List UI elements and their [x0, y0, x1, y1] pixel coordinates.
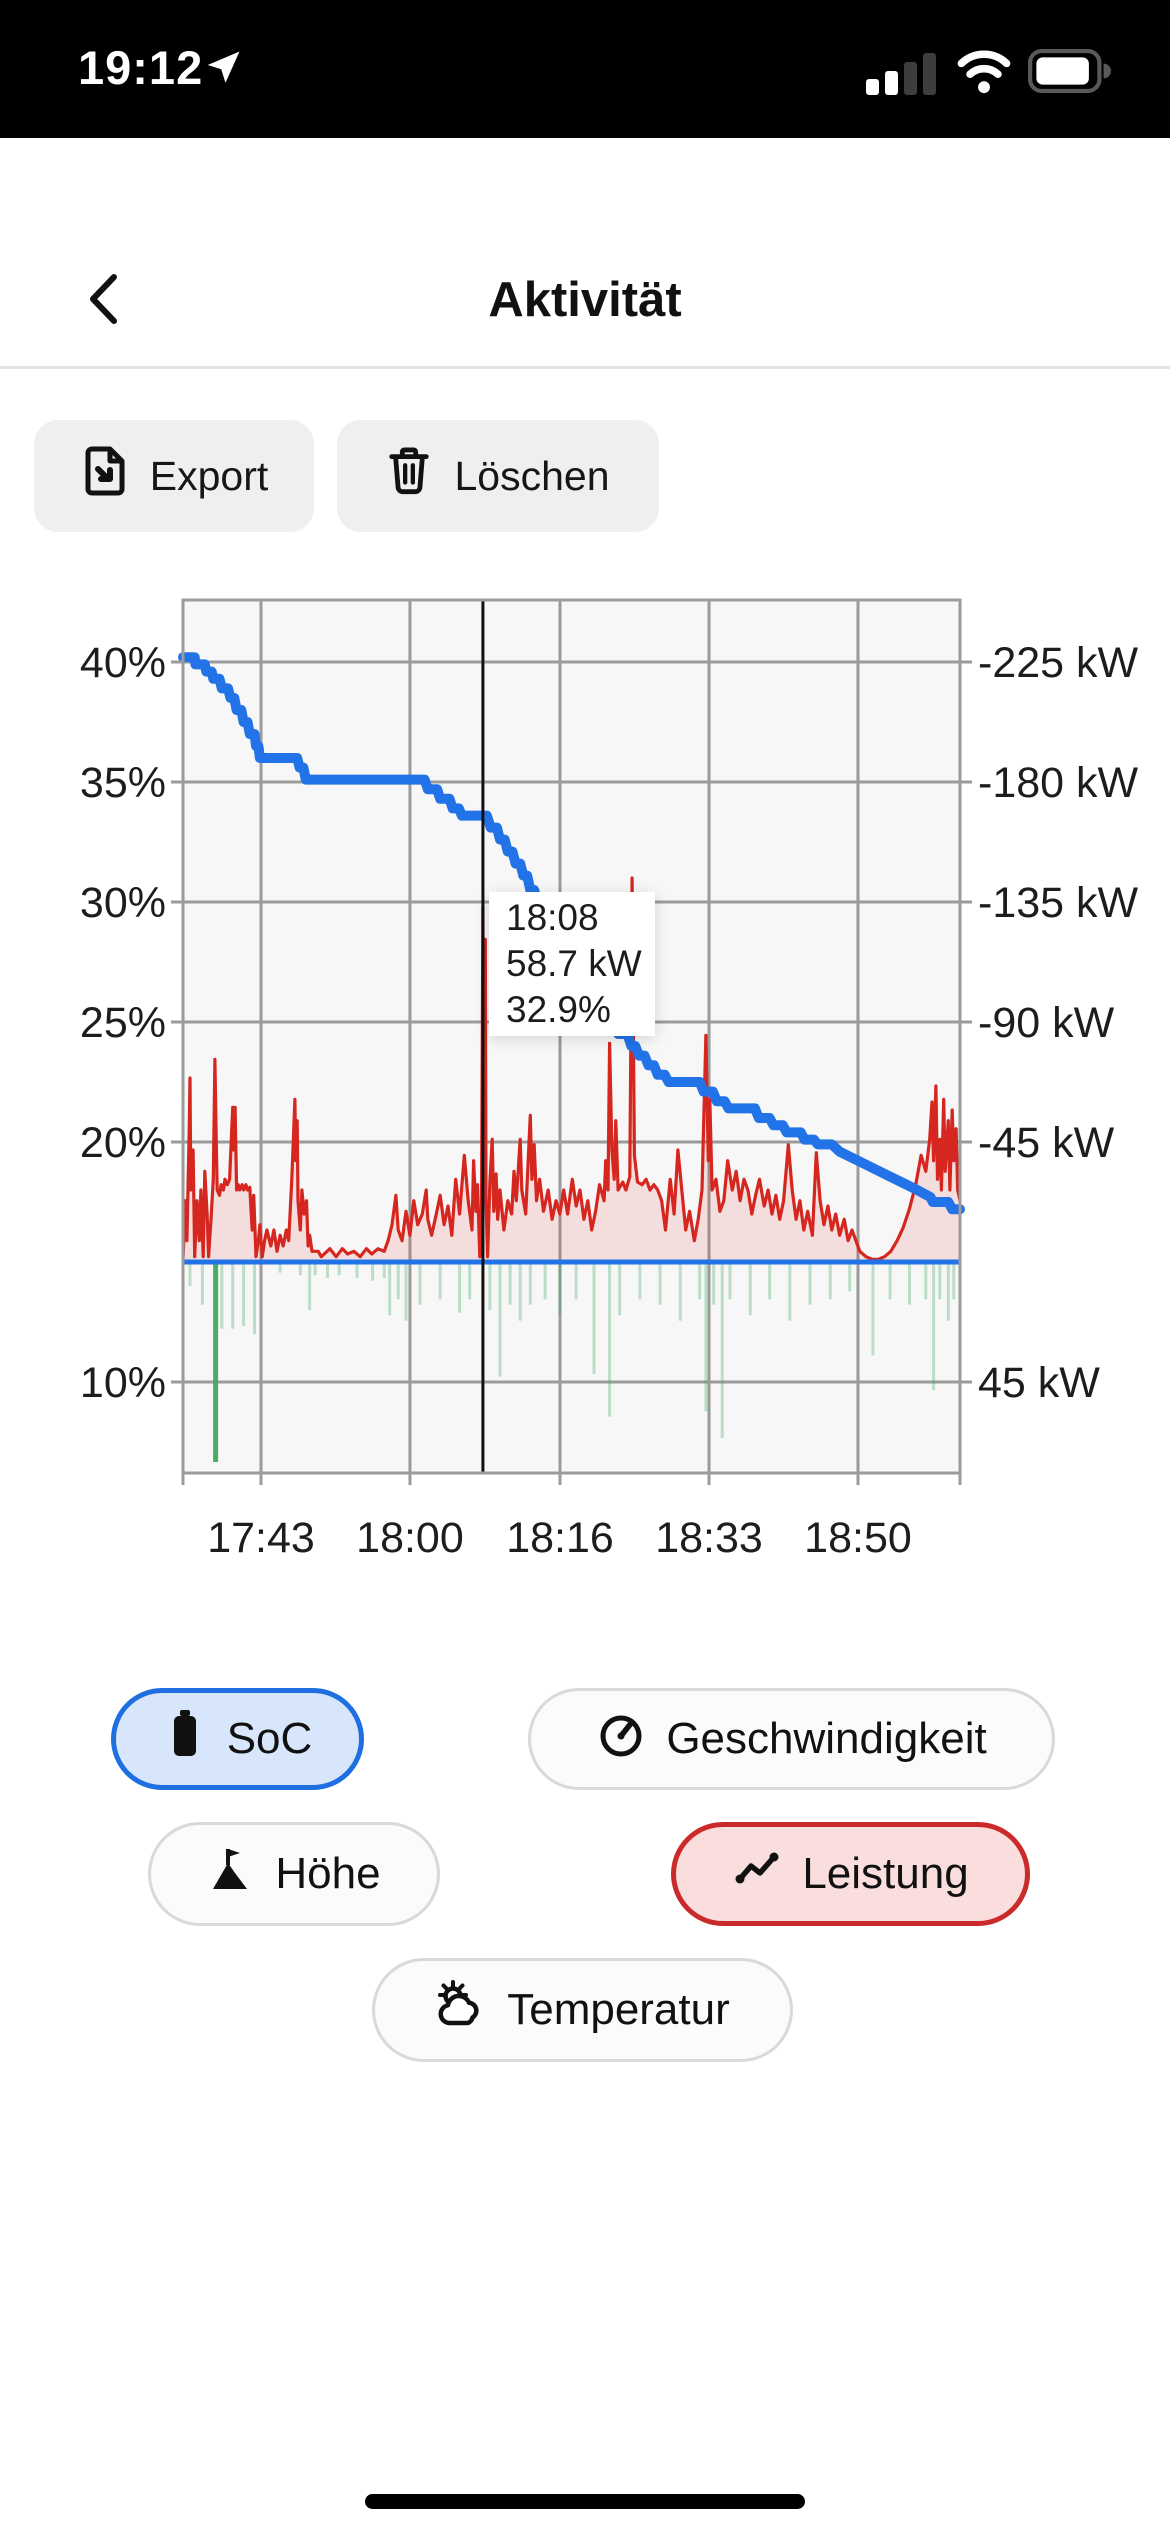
left-axis-label: 25% [80, 999, 166, 1047]
left-axis-label: 10% [80, 1359, 166, 1407]
left-axis-label: 35% [80, 759, 166, 807]
activity-chart[interactable]: 40% 35% 30% 25% 20% 10% -225 kW -180 kW -135 kW -… [0, 560, 1170, 1580]
x-axis-label: 18:50 [804, 1514, 912, 1562]
battery-icon [1028, 46, 1112, 101]
right-axis-label: -90 kW [978, 999, 1115, 1047]
export-button[interactable]: Export [34, 420, 314, 532]
plot-background [183, 600, 960, 1473]
chip-geschwindigkeit[interactable]: Geschwindigkeit [528, 1688, 1055, 1790]
wifi-icon [956, 46, 1012, 101]
battery-vertical-icon [163, 1708, 207, 1771]
status-icons [866, 46, 1112, 101]
export-label: Export [149, 452, 269, 499]
chip-leistung[interactable]: Leistung [671, 1822, 1030, 1926]
chip-hoehe-label: Höhe [275, 1849, 381, 1898]
chip-soc[interactable]: SoC [111, 1688, 364, 1790]
power-series-line [181, 876, 962, 1261]
speedometer-icon [596, 1708, 646, 1771]
right-axis-label: -135 kW [978, 879, 1139, 927]
header-divider [0, 366, 1170, 369]
right-axis-label: 45 kW [978, 1359, 1100, 1407]
sun-cloud-icon [435, 1979, 487, 2042]
chevron-left-icon [83, 270, 121, 333]
right-axis-label: -225 kW [978, 639, 1139, 687]
chart-tooltip: 18:08 58.7 kW 32.9% [489, 892, 655, 1036]
right-axis-label: -180 kW [978, 759, 1139, 807]
page-title: Aktivität [488, 273, 682, 327]
chip-hoehe[interactable]: Höhe [148, 1822, 440, 1926]
trending-line-icon [732, 1845, 782, 1904]
left-axis-label: 30% [80, 879, 166, 927]
back-button[interactable] [72, 266, 132, 336]
tooltip-time: 18:08 [506, 897, 599, 938]
chip-temperatur-label: Temperatur [507, 1985, 730, 2034]
delete-label: Löschen [454, 452, 610, 499]
x-axis-label: 17:43 [207, 1514, 315, 1562]
right-axis-label: -45 kW [978, 1119, 1115, 1167]
chip-soc-label: SoC [226, 1714, 313, 1763]
tooltip-soc: 32.9% [506, 989, 611, 1030]
trash-icon [386, 445, 432, 507]
export-file-icon [80, 445, 128, 507]
status-time: 19:12 [78, 41, 204, 94]
status-bar: 19:12 [0, 0, 1170, 138]
plot-border [181, 598, 962, 1475]
mountain-flag-icon [207, 1843, 255, 1906]
delete-button[interactable]: Löschen [337, 420, 659, 532]
chip-geschwindigkeit-label: Geschwindigkeit [666, 1714, 987, 1763]
chip-leistung-label: Leistung [802, 1849, 969, 1898]
x-axis-label: 18:16 [506, 1514, 614, 1562]
left-axis-label: 40% [80, 639, 166, 687]
x-axis-label: 18:00 [356, 1514, 464, 1562]
chip-temperatur[interactable]: Temperatur [372, 1958, 793, 2062]
x-axis-label: 18:33 [655, 1514, 763, 1562]
location-arrow-icon [203, 48, 243, 93]
tooltip-power: 58.7 kW [506, 943, 642, 984]
left-axis-label: 20% [80, 1119, 166, 1167]
home-indicator[interactable] [365, 2494, 805, 2509]
cellular-signal-icon [866, 46, 940, 101]
